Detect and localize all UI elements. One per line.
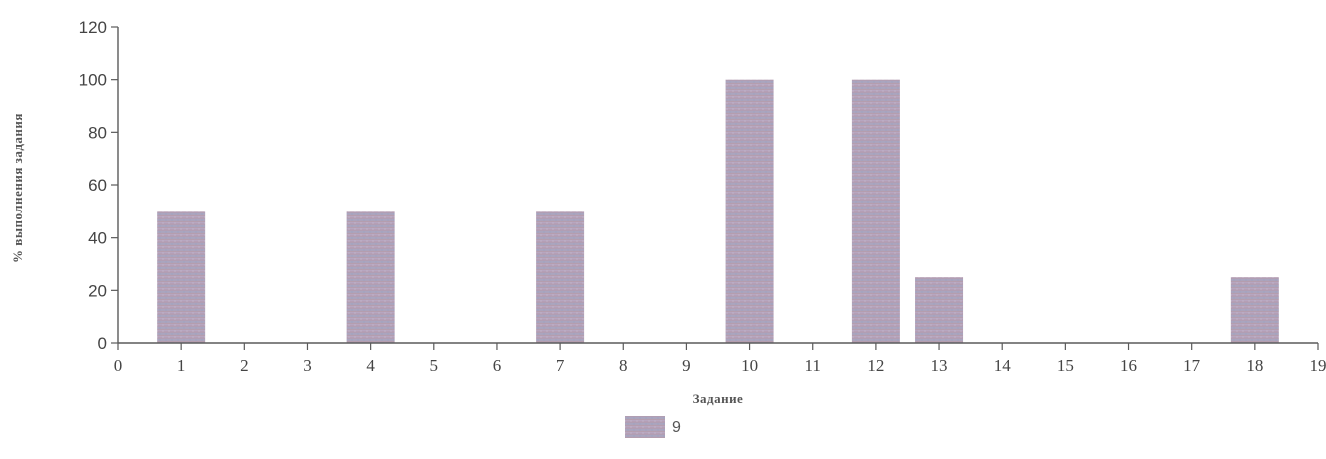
bar-task-10 xyxy=(725,79,774,344)
x-tick-label: 16 xyxy=(1120,356,1137,375)
bar-task-13 xyxy=(915,277,964,343)
x-tick-label: 7 xyxy=(556,356,565,375)
x-tick-label: 5 xyxy=(430,356,439,375)
x-tick-label: 1 xyxy=(177,356,186,375)
x-axis-label: Задание xyxy=(693,391,744,406)
x-tick-label: 6 xyxy=(493,356,502,375)
y-tick-label: 0 xyxy=(98,334,107,353)
legend-label: 9 xyxy=(672,419,681,436)
bar-task-4 xyxy=(346,211,395,343)
bar-task-12 xyxy=(851,79,900,344)
y-tick-label: 40 xyxy=(88,229,107,248)
legend-swatch xyxy=(625,416,665,438)
x-tick-label: 19 xyxy=(1310,356,1326,375)
x-tick-label: 2 xyxy=(240,356,249,375)
y-ticks: 0 20 40 60 80 100 120 xyxy=(79,18,118,353)
x-tick-label: 18 xyxy=(1246,356,1263,375)
bar-task-18 xyxy=(1230,277,1279,343)
x-tick-label: 12 xyxy=(867,356,884,375)
x-tick-label: 15 xyxy=(1057,356,1074,375)
x-tick-label: 17 xyxy=(1183,356,1201,375)
y-tick-label: 120 xyxy=(79,18,107,37)
y-tick-label: 20 xyxy=(88,281,107,300)
y-axis-label: % выполнения задания xyxy=(10,113,25,263)
x-ticks: 0 1 2 3 4 5 6 7 8 9 10 11 12 13 14 15 16 17 18 19 xyxy=(114,343,1326,375)
y-tick-label: 80 xyxy=(88,123,107,142)
legend: 9 xyxy=(625,416,681,438)
bar-task-1 xyxy=(157,211,206,343)
x-tick-label: 0 xyxy=(114,356,123,375)
x-tick-label: 14 xyxy=(994,356,1012,375)
bars xyxy=(157,79,1279,344)
x-tick-label: 9 xyxy=(682,356,691,375)
bar-task-7 xyxy=(536,211,585,343)
y-tick-label: 60 xyxy=(88,176,107,195)
x-tick-label: 8 xyxy=(619,356,628,375)
x-tick-label: 10 xyxy=(741,356,758,375)
x-tick-label: 3 xyxy=(303,356,312,375)
x-tick-label: 11 xyxy=(805,356,821,375)
x-tick-label: 13 xyxy=(931,356,948,375)
x-tick-label: 4 xyxy=(366,356,375,375)
y-tick-label: 100 xyxy=(79,71,107,90)
